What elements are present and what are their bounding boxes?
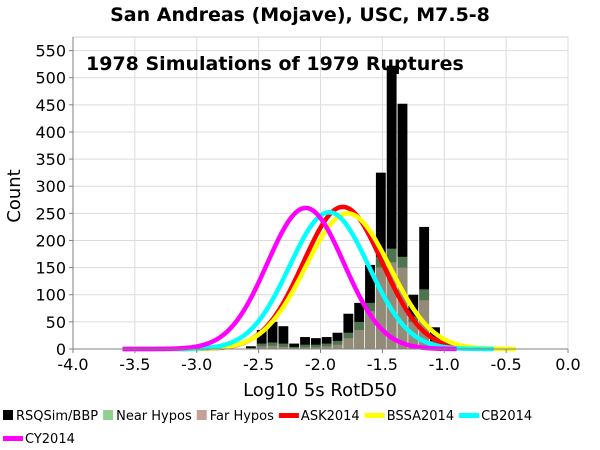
x-tick-label-5: -1.5 [367,355,398,374]
y-tick-label-4: 200 [35,231,66,250]
y-tick-label-5: 250 [35,204,66,223]
bar-near-hypos-6 [310,344,321,349]
bar-far-hypos-11 [365,311,375,349]
bar-rsqsim-bbp-14 [397,103,408,350]
bar-rsqsim-bbp-2 [267,321,278,349]
y-tick-label-2: 100 [35,286,66,305]
bar-near-hypos-0 [245,347,256,349]
bar-far-hypos-12 [375,267,386,349]
plot-area [72,36,569,352]
bar-near-hypos-7 [321,343,332,349]
x-tick-label-6: -1.0 [429,355,460,374]
bar-far-hypos-5 [300,347,310,349]
legend-label-rsqsim-bbp: RSQSim/BBP [16,409,98,424]
x-tick-label-3: -2.5 [243,355,274,374]
bar-far-hypos-14 [397,267,408,349]
legend-label-ask2014: ASK2014 [301,409,360,424]
bar-rsqsim-bbp-13 [386,65,397,349]
chart-title: San Andreas (Mojave), USC, M7.5-8 [110,4,490,26]
bar-near-hypos-5 [300,344,310,349]
x-tick-label-0: -4.0 [57,355,88,374]
bar-rsqsim-bbp-1 [256,330,267,349]
legend-swatch-rsqsim-bbp [3,410,13,420]
legend-label-cy2014: CY2014 [25,432,75,447]
bar-far-hypos-8 [332,344,343,349]
bar-rsqsim-bbp-6 [310,338,321,349]
y-tick-label-6: 300 [35,177,66,196]
bar-rsqsim-bbp-5 [300,337,310,349]
legend-swatch-near-hypos [103,410,114,420]
y-axis-label: Count [4,169,25,222]
legend-label-cb2014: CB2014 [481,409,532,424]
bar-far-hypos-3 [278,346,289,349]
bar-near-hypos-3 [278,343,289,349]
bar-far-hypos-6 [310,347,321,349]
bar-far-hypos-10 [354,330,365,349]
x-axis: -4.0 -3.5 -3.0 -2.5 -2.0 -1.5 -1.0 -0.5 0.0 [57,348,581,374]
legend-label-near-hypos: Near Hypos [116,409,192,424]
legend-swatch-far-hypos [196,410,207,420]
x-tick-label-7: -0.5 [491,355,522,374]
y-tick-label-1: 50 [46,313,66,332]
y-tick-label-0: 0 [56,340,66,359]
legend-label-far-hypos: Far Hypos [210,409,274,424]
bar-far-hypos-2 [267,345,278,349]
curve-cy2014 [122,205,457,352]
bar-far-hypos-1 [256,346,267,349]
x-axis-label: Log10 5s RotD50 [243,380,397,401]
bar-rsqsim-bbp-9 [343,313,354,349]
x-tick-label-2: -3.0 [181,355,212,374]
legend: RSQSim/BBP Near Hypos Far Hypos ASK2014 BSSA… [3,409,532,447]
bar-near-hypos-1 [256,343,267,349]
bar-rsqsim-bbp-3 [278,326,289,349]
x-tick-label-1: -3.5 [119,355,150,374]
bar-far-hypos-7 [321,346,332,349]
y-tick-label-11: 550 [35,42,66,61]
bar-rsqsim-bbp-16 [419,226,430,349]
bar-far-hypos-4 [289,347,300,349]
bar-far-hypos-9 [343,338,354,349]
bar-rsqsim-bbp-0 [245,346,256,349]
y-tick-label-7: 350 [35,150,66,169]
y-axis: 0 50 100 150 200 250 300 350 400 450 500 550 [35,37,74,359]
y-tick-label-9: 450 [35,96,66,115]
y-tick-label-3: 150 [35,259,66,278]
chart-annotation: 1978 Simulations of 1979 Ruptures [86,53,464,75]
y-tick-label-8: 400 [35,123,66,142]
bar-rsqsim-bbp-7 [321,337,332,349]
y-tick-label-10: 500 [35,69,66,88]
bar-rsqsim-bbp-4 [289,343,300,349]
legend-label-bssa2014: BSSA2014 [387,409,454,424]
x-tick-label-4: -2.0 [305,355,336,374]
x-tick-label-8: 0.0 [555,355,580,374]
